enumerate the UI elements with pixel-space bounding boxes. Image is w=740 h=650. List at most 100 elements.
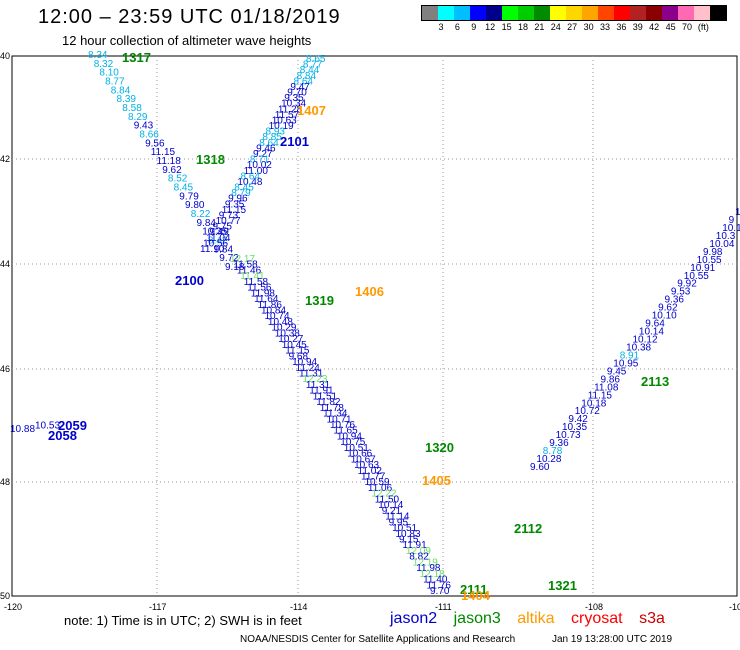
color-swatch [486, 6, 502, 20]
lon-label: -114 [290, 602, 307, 612]
color-scale-tick: 9 [471, 22, 477, 32]
swh-reading: 8.64 [294, 76, 314, 87]
pass-number-label: 2100 [175, 273, 204, 288]
swh-reading: 10.55 [697, 255, 722, 266]
swh-reading: 11.86 [258, 300, 283, 311]
swh-reading: 11.15 [151, 147, 176, 158]
swh-reading: 9.73 [219, 211, 239, 222]
color-swatch [454, 6, 470, 20]
swh-reading: 10.12 [633, 335, 658, 346]
swh-reading: 11.08 [594, 382, 619, 393]
color-scale-tick: 39 [632, 22, 643, 32]
swh-reading: 10.51 [392, 523, 417, 534]
legend-cryosat: cryosat [571, 610, 623, 627]
color-swatch [470, 6, 486, 20]
color-scale-tick: 18 [517, 22, 529, 32]
swh-reading: 8.64 [259, 138, 279, 149]
swh-reading: 8.29 [128, 112, 148, 123]
legend-altika: altika [517, 610, 555, 627]
swh-reading: 9.36 [549, 438, 569, 449]
color-scale-ticks: 3 6 9 12 15 18 21 24 27 30 33 36 39 42 45 70 (ft) [421, 22, 740, 34]
swh-reading: 9.62 [658, 303, 678, 314]
swh-reading: 9.56 [145, 138, 165, 149]
swh-reading: 10.76 [330, 420, 355, 431]
swh-reading: 8.39 [117, 94, 137, 105]
swh-reading: 10.74 [265, 311, 290, 322]
swh-reading: 12.18 [420, 569, 445, 580]
swh-reading: 11.28 [278, 104, 303, 115]
satellite-legend: jason2 jason3 altika cryosat s3a [390, 610, 677, 628]
legend-jason2: jason2 [390, 610, 438, 627]
map-subtitle: 12 hour collection of altimeter wave hei… [62, 33, 312, 48]
color-swatch [550, 6, 566, 20]
swh-reading: 10.3 [716, 231, 736, 242]
color-scale-bar [421, 5, 727, 21]
color-swatch [630, 6, 646, 20]
swh-reading: 10.10 [652, 311, 677, 322]
swh-reading: 9.35 [225, 199, 245, 210]
swh-reading: 10.77 [216, 216, 241, 227]
swh-reading: 10.63 [354, 460, 379, 471]
color-swatch [694, 6, 710, 20]
swh-reading: 11.24 [296, 363, 321, 374]
pass-number-label: 1319 [305, 293, 334, 308]
swh-reading: 8.77 [105, 77, 125, 88]
swh-reading: 11.00 [244, 166, 269, 177]
swh-reading: 10.73 [556, 430, 581, 441]
swh-reading: 10.94 [292, 357, 317, 368]
swh-reading: 8.66 [139, 130, 159, 141]
pass-number-label: 1406 [355, 284, 384, 299]
swh-reading: 9 [729, 215, 735, 226]
swh-reading: 10.91 [690, 263, 715, 274]
swh-reading: 8.78 [543, 446, 563, 457]
swh-reading: 11.58 [244, 277, 269, 288]
swh-reading: 9.84 [214, 244, 234, 255]
swh-reading: 11.78 [320, 403, 345, 414]
swh-reading: 11.18 [157, 156, 182, 167]
swh-reading: 10.48 [237, 177, 262, 188]
pass-number-label: 2101 [280, 134, 309, 149]
color-scale-tick: 21 [534, 22, 545, 32]
lat-label: 42 [0, 154, 10, 164]
color-scale-tick: 24 [550, 22, 561, 32]
color-swatch [566, 6, 582, 20]
pass-number-label: 1407 [297, 103, 326, 118]
footer-note: note: 1) Time is in UTC; 2) SWH is in fe… [64, 613, 302, 628]
swh-reading: 9.96 [228, 194, 248, 205]
swh-reading: 9.70 [430, 586, 450, 597]
swh-reading: 8.52 [168, 174, 188, 185]
swh-reading: 10.14 [639, 327, 664, 338]
color-swatch [678, 6, 694, 20]
swh-reading: 10.83 [396, 529, 421, 540]
swh-reading: 11.77 [361, 472, 386, 483]
color-swatch [422, 6, 438, 20]
swh-reading: 11.14 [385, 512, 410, 523]
swh-reading: 8.42 [208, 236, 228, 247]
color-scale-tick: 12 [485, 22, 496, 32]
color-scale-tick: 45 [665, 22, 676, 32]
pass-number-label: 1320 [425, 440, 454, 455]
swh-reading: 8.45 [234, 183, 254, 194]
swh-reading: 9.49 [209, 227, 229, 238]
swh-reading: 10.71 [327, 414, 352, 425]
swh-reading: 10.88 [10, 424, 35, 435]
swh-reading: 9.18 [225, 262, 245, 273]
swh-reading: 12.19 [413, 557, 438, 568]
color-scale-tick: 70 [681, 22, 693, 32]
swh-reading: 9.92 [677, 279, 697, 290]
lon-label: -108 [585, 602, 603, 612]
swh-reading: 10.27 [278, 334, 303, 345]
map-frame [11, 55, 738, 597]
swh-reading: 10.88 [735, 207, 740, 218]
swh-reading: 9.43 [134, 121, 154, 132]
lon-label: -105 [729, 602, 740, 612]
swh-reading: 12.22 [371, 489, 396, 500]
swh-reading: 8.58 [122, 103, 142, 114]
swh-reading: 11.91 [309, 386, 334, 397]
lat-label: 48 [0, 477, 10, 487]
swh-reading: 10.18 [581, 398, 606, 409]
swh-reading: 10.94 [337, 431, 362, 442]
pass-number-label: 2058 [48, 428, 77, 443]
color-scale-tick: 15 [501, 22, 512, 32]
swh-reading: 9.79 [179, 191, 199, 202]
